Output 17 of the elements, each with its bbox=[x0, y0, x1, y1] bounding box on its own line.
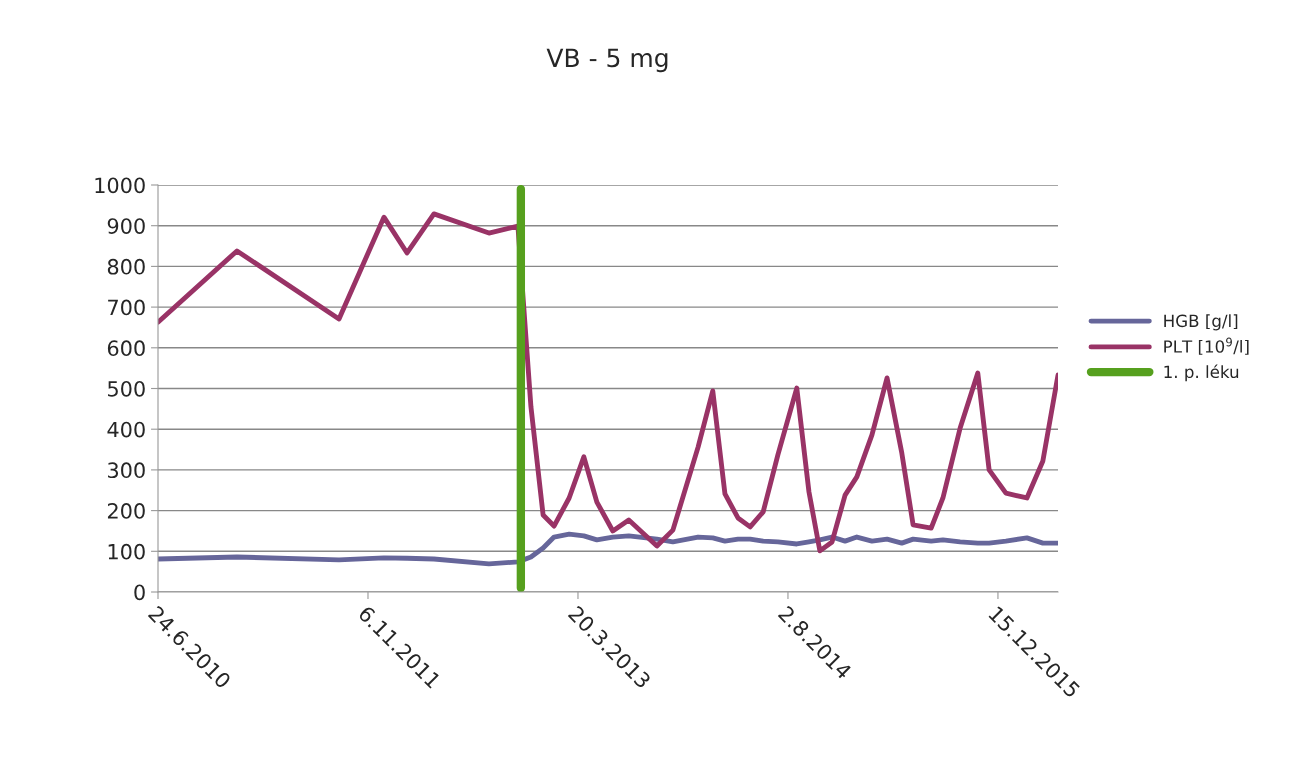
y-tick-label: 200 bbox=[107, 503, 145, 519]
y-tick-label: 300 bbox=[108, 462, 145, 479]
y-tick-label: 900 bbox=[107, 218, 145, 234]
line-series bbox=[158, 531, 1058, 567]
legend-label: HGB [g/l] bbox=[1164, 314, 1238, 331]
legend-label: 1. p. léku bbox=[1164, 364, 1239, 382]
y-tick-label: 400 bbox=[107, 421, 145, 438]
y-tick-label: 100 bbox=[108, 543, 145, 560]
y-tick-label: 600 bbox=[107, 340, 145, 357]
line-series bbox=[158, 211, 1058, 554]
legend-label: PLT [10$^{9}$/l] bbox=[1164, 337, 1249, 355]
y-tick-label: 800 bbox=[107, 258, 145, 275]
y-tick-label: 700 bbox=[108, 299, 145, 316]
y-tick-label: 1000 bbox=[95, 177, 145, 194]
y-tick-label: 0 bbox=[134, 584, 145, 601]
y-tick-label: 500 bbox=[108, 380, 145, 397]
chart-title: VB - 5 mg bbox=[546, 48, 668, 73]
